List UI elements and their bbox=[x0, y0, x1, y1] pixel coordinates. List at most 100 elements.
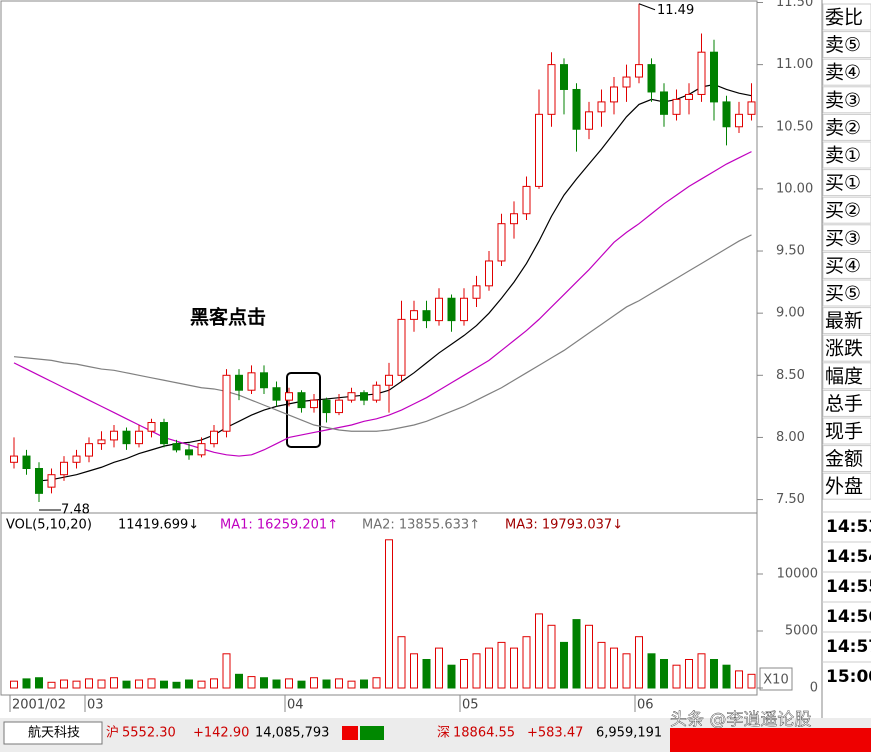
side-cell bbox=[822, 445, 871, 473]
candle-body bbox=[635, 64, 643, 78]
candle-body bbox=[172, 443, 181, 451]
side-label: 外盘 bbox=[825, 476, 863, 498]
volume-bar bbox=[685, 658, 693, 689]
index-change: +583.47 bbox=[527, 726, 583, 741]
side-cell bbox=[822, 224, 871, 252]
candle-body bbox=[747, 101, 756, 115]
volume-bar bbox=[585, 624, 593, 689]
candle-body bbox=[572, 88, 581, 130]
low-label: 7.48 bbox=[61, 503, 90, 518]
candle-body bbox=[372, 384, 381, 401]
volume-bar bbox=[397, 636, 406, 689]
volume-bar bbox=[522, 636, 531, 689]
candle-body bbox=[185, 449, 193, 456]
side-label: 买④ bbox=[825, 255, 861, 277]
side-cell bbox=[822, 169, 871, 197]
side-label: 买③ bbox=[825, 227, 861, 249]
candle-body bbox=[85, 443, 93, 457]
candle-body bbox=[122, 430, 131, 445]
volume-bar bbox=[160, 680, 168, 689]
candle-body bbox=[72, 455, 81, 463]
volume-bar bbox=[310, 677, 318, 689]
candle-body bbox=[510, 213, 518, 225]
candle-body bbox=[247, 372, 256, 391]
volume-bar bbox=[347, 680, 356, 689]
volume-bar bbox=[672, 664, 681, 689]
volume-bar bbox=[472, 653, 481, 689]
candle-body bbox=[622, 76, 631, 88]
side-label: 买① bbox=[825, 172, 861, 194]
candle-body bbox=[472, 285, 481, 299]
volume-bar bbox=[35, 677, 43, 689]
side-cell bbox=[822, 31, 871, 59]
status-block bbox=[342, 726, 358, 740]
y-tick-label: 11.00 bbox=[776, 57, 813, 72]
candle-body bbox=[722, 101, 731, 128]
side-cell bbox=[822, 141, 871, 169]
side-cell bbox=[822, 362, 871, 390]
side-label: 卖② bbox=[825, 117, 861, 139]
y-tick-label: 10.00 bbox=[776, 181, 813, 196]
watermark: 头条 @李逍遥论股 bbox=[670, 710, 811, 730]
side-cell bbox=[822, 3, 871, 31]
side-cell bbox=[822, 472, 871, 500]
candle-body bbox=[597, 101, 606, 113]
candle-body bbox=[197, 443, 206, 456]
candle-body bbox=[97, 439, 106, 445]
side-time: 14:55 bbox=[826, 577, 871, 597]
candle-body bbox=[585, 111, 593, 130]
candle-body bbox=[435, 297, 443, 322]
volume-bar bbox=[260, 677, 268, 689]
stock-name: 航天科技 bbox=[28, 725, 80, 741]
volume-bar bbox=[447, 664, 456, 689]
candle-body bbox=[60, 461, 68, 476]
candle-body bbox=[647, 64, 656, 93]
volume-bar bbox=[135, 679, 143, 689]
candle-body bbox=[347, 392, 356, 401]
candle-body bbox=[710, 51, 718, 103]
x-tick-label: 04 bbox=[287, 698, 304, 713]
volume-bar bbox=[635, 636, 643, 689]
side-label: 委比 bbox=[825, 7, 863, 29]
y-tick-label: 5000 bbox=[785, 623, 818, 638]
candle-body bbox=[660, 91, 668, 115]
candle-body bbox=[672, 98, 681, 115]
volume-bar bbox=[122, 680, 131, 689]
volume-bar bbox=[147, 678, 156, 689]
candle-body bbox=[497, 223, 506, 262]
side-label: 买② bbox=[825, 200, 861, 222]
volume-bar bbox=[722, 664, 731, 689]
volume-bar bbox=[372, 677, 381, 689]
volume-bar bbox=[47, 681, 56, 689]
volume-bar bbox=[97, 679, 106, 689]
candle-body bbox=[22, 455, 31, 470]
candle-body bbox=[10, 455, 18, 463]
y-tick-label: 10000 bbox=[777, 566, 818, 581]
annotation: 黑客点击 bbox=[190, 306, 266, 329]
side-time: 14:53 bbox=[826, 517, 871, 537]
candle-body bbox=[160, 422, 168, 445]
candle-body bbox=[685, 93, 693, 100]
index-label: 深 bbox=[437, 726, 450, 741]
volume-bar bbox=[85, 678, 93, 689]
volume-bar bbox=[747, 673, 756, 689]
side-label: 现手 bbox=[825, 421, 863, 443]
side-time: 15:00 bbox=[826, 667, 871, 687]
volume-bar bbox=[235, 673, 243, 689]
y-tick-label: 10.50 bbox=[776, 119, 813, 134]
index-volume: 6,959,191 bbox=[596, 726, 662, 741]
side-cell bbox=[822, 417, 871, 445]
volume-bar bbox=[710, 658, 718, 689]
ma-line bbox=[13, 151, 752, 457]
side-cell bbox=[822, 334, 871, 362]
side-cell bbox=[822, 251, 871, 279]
volume-bar bbox=[172, 681, 181, 689]
volume-bar bbox=[497, 641, 506, 689]
side-cell bbox=[822, 196, 871, 224]
side-label: 买⑤ bbox=[825, 283, 861, 305]
high-label: 11.49 bbox=[657, 3, 694, 18]
x-tick-label: 03 bbox=[87, 698, 104, 713]
volume-bar bbox=[10, 680, 18, 689]
side-time: 14:57 bbox=[826, 637, 871, 657]
volume-bar bbox=[647, 653, 656, 689]
